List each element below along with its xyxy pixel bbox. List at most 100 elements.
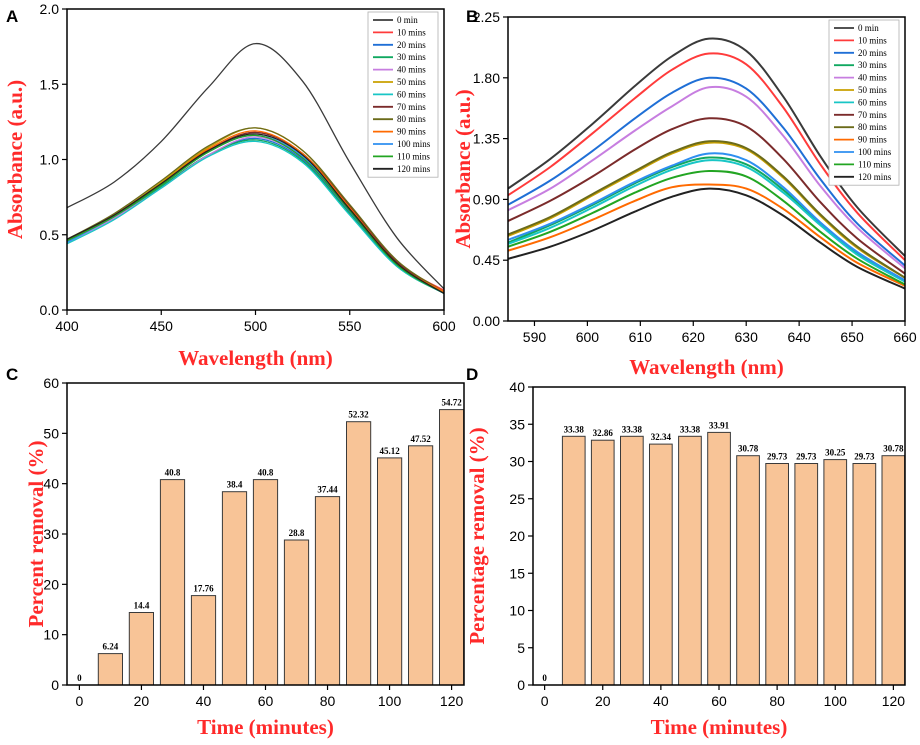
panel-d-x-axis-title: Time (minutes) (651, 715, 788, 739)
panel-c-y-tick-label: 0 (51, 677, 59, 693)
panel-d-bar-value-label: 29.73 (767, 452, 788, 462)
panel-a-legend-label: 120 mins (397, 164, 431, 174)
panel-b-series-line-70-mins (507, 117, 906, 275)
panel-d-bar-value-label: 30.78 (883, 444, 904, 454)
panel-c-bar (159, 479, 186, 686)
panel-a-legend-label: 30 mins (397, 52, 426, 62)
panel-a-y-tick-label: 0.5 (40, 227, 60, 243)
panel-b-y-tick-label: 1.80 (473, 70, 500, 86)
panel-b-series-line-20-mins (507, 76, 906, 267)
panel-a-legend-label: 90 mins (397, 127, 426, 137)
panel-b-legend-label: 110 mins (858, 159, 891, 169)
panel-a-y-tick-label: 1.5 (40, 76, 60, 92)
panel-c-bar-value-label: 14.4 (134, 601, 150, 611)
panel-b-legend-label: 120 mins (858, 172, 892, 182)
panel-b-legend-label: 90 mins (858, 135, 887, 145)
panel-b-x-tick-label: 660 (893, 329, 917, 345)
panel-c-x-axis-title: Time (minutes) (197, 715, 334, 739)
panel-b-x-tick-label: 640 (787, 329, 811, 345)
panel-b-x-tick-label: 600 (576, 329, 600, 345)
panel-b-legend-label: 60 mins (858, 97, 887, 107)
panel-c-bar-value-label: 37.44 (317, 485, 338, 495)
panel-b-legend-label: 70 mins (858, 110, 887, 120)
panel-b-x-tick-label: 630 (735, 329, 759, 345)
panel-c-bar (283, 539, 310, 686)
panel-c-y-axis-title: Percent removal (%) (24, 441, 48, 628)
panel-d-y-tick-label: 10 (509, 603, 525, 619)
panel-c-bar-value-label: 40.8 (165, 468, 181, 478)
panel-c-bar (439, 409, 465, 686)
panel-d-bar-value-label: 33.38 (622, 424, 643, 434)
panel-b-series-line-90-mins (507, 183, 906, 287)
panel-b-x-tick-label: 590 (523, 329, 547, 345)
panel-d-bar-value-label: 29.73 (854, 452, 875, 462)
panel-b-legend-label: 20 mins (858, 48, 887, 58)
panel-b-legend-label: 80 mins (858, 122, 887, 132)
panel-c-x-tick-label: 40 (196, 693, 212, 709)
panel-c-bar (346, 421, 372, 686)
panel-c-y-tick-label: 50 (43, 425, 59, 441)
panel-c-bar-value-label: 54.72 (441, 398, 462, 408)
panel-c-bar (221, 491, 248, 686)
panel-a-x-tick-label: 400 (55, 318, 79, 334)
panel-d-bar-value-label: 33.91 (709, 420, 730, 430)
panel-b-letter: B (466, 7, 478, 26)
panel-c-bar-value-label: 6.24 (103, 642, 119, 652)
panel-d-bar-value-label: 30.25 (825, 448, 846, 458)
panel-d-y-tick-label: 35 (509, 416, 525, 432)
panel-d-bar (620, 435, 644, 686)
panel-a-x-tick-label: 450 (150, 318, 174, 334)
panel-d-x-tick-label: 60 (711, 693, 727, 709)
panel-d-letter: D (466, 365, 478, 384)
panel-a-letter: A (6, 7, 18, 26)
panel-d-bar (590, 439, 615, 686)
panel-c-bar (252, 479, 279, 686)
panel-c-bar-value-label: 38.4 (227, 480, 243, 490)
panel-a-legend-label: 20 mins (397, 40, 426, 50)
panel-d-bar (678, 435, 702, 686)
panel-d-bar (794, 463, 819, 686)
panel-c-x-tick-label: 60 (258, 693, 274, 709)
panel-a-series-line-60-mins (66, 140, 445, 294)
panel-d-bar-value-label: 32.34 (651, 432, 672, 442)
panel-a-series-line-0-min (66, 42, 445, 290)
panel-a-series-line-80-mins (66, 127, 445, 293)
panel-c-bar-value-label: 0 (77, 673, 82, 683)
panel-b-x-tick-label: 610 (629, 329, 653, 345)
panel-b-legend-label: 0 min (858, 23, 879, 33)
panel-b-series-line-120-mins (507, 187, 906, 290)
panel-a-series-line-120-mins (66, 133, 445, 294)
panel-a-x-tick-label: 500 (244, 318, 268, 334)
panel-c-x-tick-label: 120 (440, 693, 464, 709)
panel-c-y-tick-label: 30 (43, 526, 59, 542)
panel-b-y-tick-label: 0.90 (473, 191, 500, 207)
panel-c-bar-value-label: 52.32 (348, 410, 369, 420)
panel-a-y-axis-title: Absorbance (a.u.) (3, 80, 27, 239)
panel-d-x-tick-label: 80 (769, 693, 785, 709)
panel-c-bar (97, 653, 124, 686)
panel-a-legend-label: 0 min (397, 15, 418, 25)
panel-d-bar (561, 435, 586, 686)
panel-b-legend-label: 40 mins (858, 73, 887, 83)
panel-a-y-tick-label: 1.0 (40, 152, 60, 168)
panel-b-y-tick-label: 0.00 (473, 313, 500, 329)
panel-d-bar (649, 443, 673, 686)
panel-b-x-tick-label: 650 (840, 329, 864, 345)
panel-a-y-tick-label: 0.0 (40, 302, 60, 318)
panel-a-x-tick-label: 550 (338, 318, 362, 334)
panel-b-legend-label: 30 mins (858, 60, 887, 70)
panel-c-bar (377, 457, 403, 686)
panel-d-bar-value-label: 29.73 (796, 452, 817, 462)
panel-c-y-tick-label: 60 (43, 375, 59, 391)
panel-a-legend-label: 50 mins (397, 77, 426, 87)
panel-a-legend-label: 110 mins (397, 151, 430, 161)
panel-d-x-tick-label: 120 (882, 693, 906, 709)
panel-b-legend-label: 100 mins (858, 147, 892, 157)
panel-c-x-tick-label: 100 (378, 693, 402, 709)
panel-d-y-tick-label: 20 (509, 528, 525, 544)
panel-d-bar (765, 463, 789, 686)
panel-b-y-tick-label: 1.35 (473, 131, 500, 147)
panel-c-bar (314, 496, 341, 686)
panel-c-x-tick-label: 80 (320, 693, 336, 709)
